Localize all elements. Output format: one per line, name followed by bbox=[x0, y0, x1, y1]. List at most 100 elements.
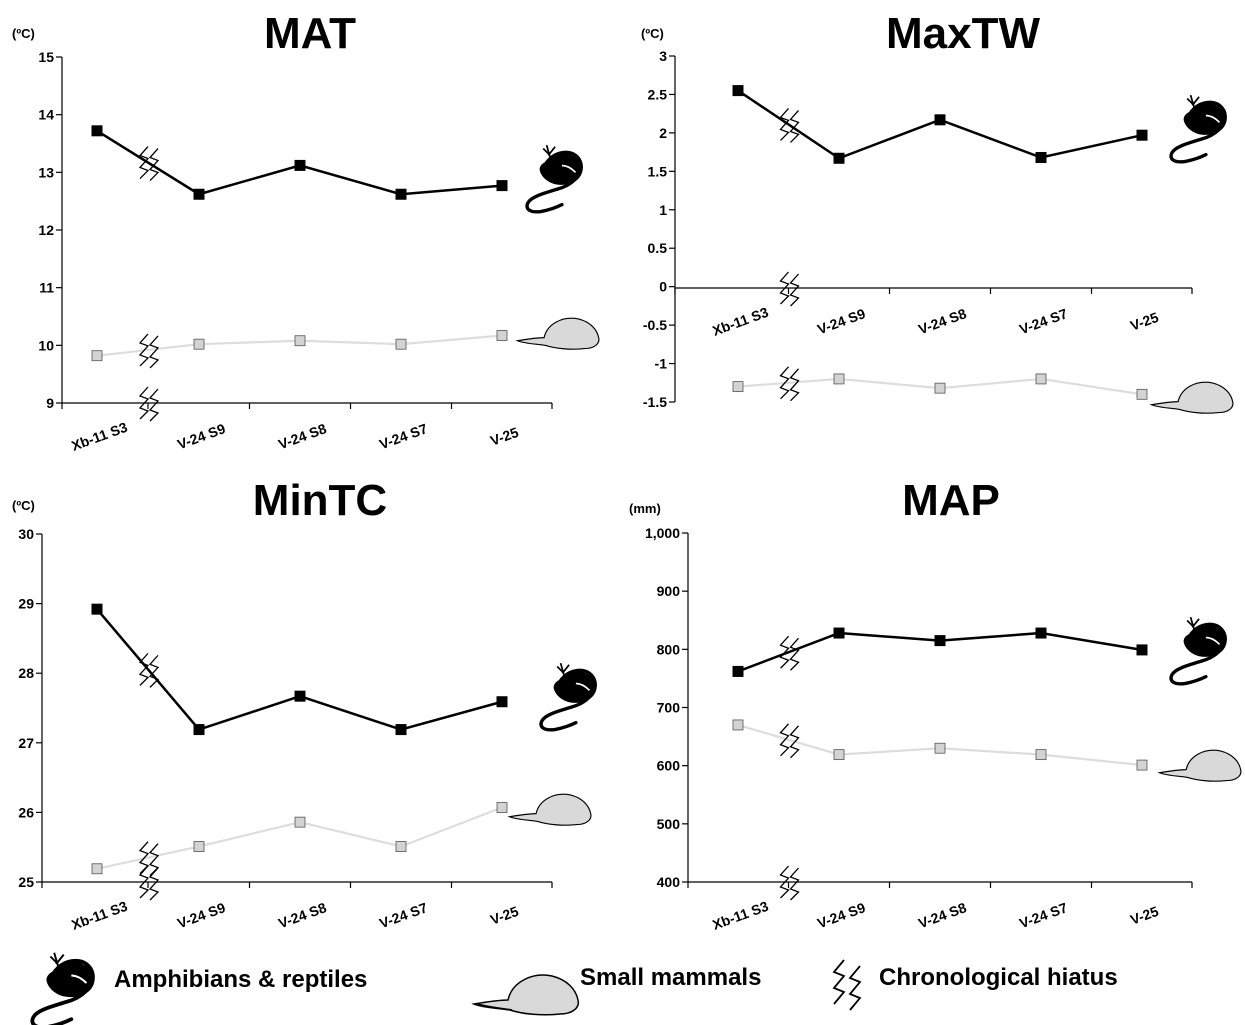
zigzag-icon bbox=[832, 959, 862, 1011]
rodent-icon bbox=[1157, 749, 1242, 782]
rodent-icon bbox=[515, 317, 600, 350]
axis-hiatus-mark bbox=[138, 386, 160, 422]
y-tick-label: 30 bbox=[18, 526, 34, 542]
y-tick-label: 13 bbox=[38, 164, 54, 180]
data-point bbox=[1035, 151, 1047, 163]
chart-panel-mintc: MinTC (ºC) 25 26 27 28 29 30 Xb-11 S3 V-24 S9 V-24… bbox=[12, 476, 597, 933]
chart-title: MAP bbox=[902, 476, 1000, 525]
y-tick-label: 28 bbox=[18, 665, 34, 681]
y-tick-label: 11 bbox=[39, 280, 54, 296]
data-point bbox=[496, 696, 508, 708]
data-point bbox=[833, 749, 845, 761]
data-point bbox=[395, 841, 407, 852]
y-tick-label: 12 bbox=[38, 222, 54, 238]
icon-crest bbox=[1186, 616, 1200, 630]
hiatus-line-a bbox=[779, 271, 790, 305]
series-small-mammals bbox=[91, 330, 508, 369]
data-point bbox=[732, 719, 744, 731]
icon-crest bbox=[556, 662, 570, 676]
y-tick-label: 2 bbox=[659, 125, 667, 141]
data-point bbox=[193, 841, 205, 852]
data-point bbox=[91, 863, 103, 875]
icon-tail bbox=[1169, 622, 1227, 686]
data-point bbox=[193, 188, 205, 200]
hiatus-line-b bbox=[789, 637, 800, 671]
y-tick-label: -1.5 bbox=[643, 394, 667, 410]
x-tick-label: V-24 S8 bbox=[916, 899, 968, 931]
series-line bbox=[96, 608, 503, 732]
hiatus-line-a bbox=[138, 652, 150, 686]
series-amphibians-reptiles bbox=[91, 603, 508, 736]
data-point bbox=[1136, 388, 1148, 400]
data-point bbox=[1035, 373, 1047, 385]
salamander-icon bbox=[525, 144, 583, 214]
legend-mammals-label: Small mammals bbox=[580, 964, 761, 991]
hiatus-line-b bbox=[789, 273, 800, 307]
y-tick-label: 9 bbox=[46, 395, 54, 411]
data-point bbox=[1136, 644, 1148, 656]
axis-hiatus-mark bbox=[138, 865, 160, 901]
x-tick-label: V-24 S7 bbox=[377, 420, 429, 452]
hiatus-line-a bbox=[138, 333, 150, 367]
data-point bbox=[395, 338, 407, 350]
y-tick-label: 700 bbox=[657, 700, 681, 716]
data-point bbox=[496, 330, 508, 341]
series-hiatus-mark bbox=[779, 723, 800, 759]
series-line bbox=[96, 806, 503, 870]
hiatus-line-a bbox=[779, 107, 790, 141]
data-point bbox=[732, 381, 744, 393]
hiatus-line-a bbox=[779, 635, 790, 669]
hiatus-line-b bbox=[789, 867, 800, 901]
data-point bbox=[732, 85, 744, 97]
axis-hiatus-mark bbox=[779, 865, 800, 901]
data-point bbox=[294, 816, 306, 828]
salamander-icon bbox=[1169, 616, 1227, 686]
chart-panel-maxtw: MaxTW (ºC) -1.5 -1 -0.5 0 0.5 1 1.5 2 2.5 3 Xb-11 S3… bbox=[641, 9, 1234, 414]
data-point bbox=[833, 627, 845, 639]
y-tick-label: 10 bbox=[38, 337, 54, 353]
series-hiatus-mark bbox=[138, 841, 160, 877]
hiatus-line-b bbox=[148, 654, 160, 688]
rodent-icon bbox=[471, 974, 580, 1016]
series-hiatus-mark bbox=[138, 146, 160, 181]
y-tick-label: 900 bbox=[657, 583, 681, 599]
series-hiatus-mark bbox=[779, 107, 800, 143]
hiatus-line-b bbox=[148, 335, 160, 369]
data-point bbox=[1035, 627, 1047, 639]
legend-mammals-item: Small mammals bbox=[471, 964, 761, 1016]
icon-crest bbox=[542, 144, 556, 158]
icon-body bbox=[1149, 381, 1234, 414]
icon-body bbox=[515, 317, 600, 350]
legend-hiatus-label: Chronological hiatus bbox=[879, 964, 1118, 991]
series-small-mammals bbox=[91, 802, 508, 877]
data-point bbox=[193, 338, 205, 350]
y-tick-label: 0 bbox=[659, 279, 667, 295]
icon-mark bbox=[1205, 636, 1221, 645]
x-tick-label: V-24 S9 bbox=[815, 305, 867, 337]
y-tick-label: 14 bbox=[38, 107, 54, 123]
data-point bbox=[1035, 749, 1047, 761]
x-tick-label: V-24 S9 bbox=[175, 899, 227, 931]
icon-mark bbox=[561, 164, 577, 173]
hiatus-line-b bbox=[148, 867, 160, 901]
series-hiatus-mark bbox=[138, 652, 160, 688]
rodent-icon bbox=[507, 793, 592, 826]
x-tick-label: Xb-11 S3 bbox=[69, 898, 130, 933]
y-tick-label: 15 bbox=[38, 49, 54, 65]
data-point bbox=[732, 665, 744, 677]
x-tick-label: V-25 bbox=[488, 903, 521, 928]
data-point bbox=[294, 159, 306, 171]
icon-tail bbox=[525, 150, 583, 214]
y-tick-label: 800 bbox=[657, 641, 681, 657]
hiatus-line-b bbox=[148, 148, 160, 181]
hiatus-line-a bbox=[138, 386, 150, 420]
chart-title: MaxTW bbox=[886, 9, 1040, 58]
data-point bbox=[294, 335, 306, 347]
data-point bbox=[496, 802, 508, 813]
y-tick-label: 2.5 bbox=[648, 86, 668, 102]
data-point bbox=[934, 742, 946, 754]
data-point bbox=[1136, 129, 1148, 141]
series-hiatus-mark bbox=[779, 366, 800, 402]
